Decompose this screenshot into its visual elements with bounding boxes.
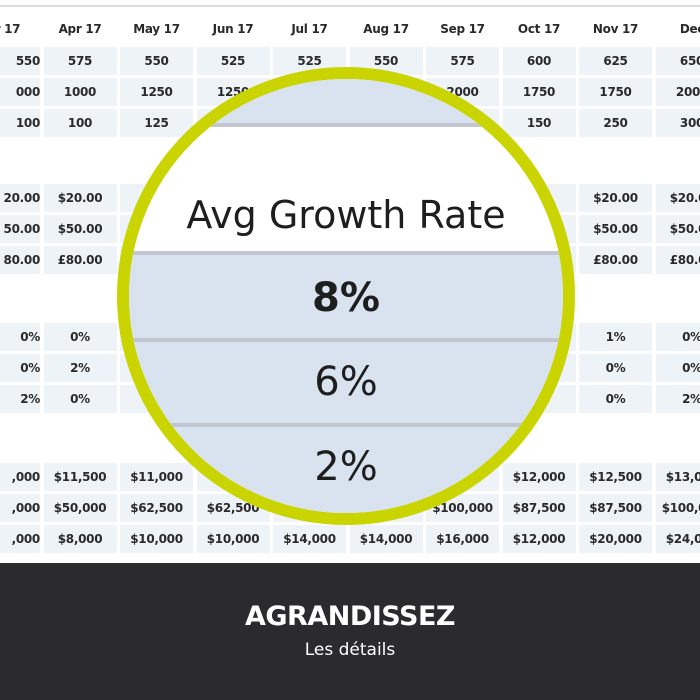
lens-value-band	[129, 255, 563, 513]
lens-value-1: 8%	[312, 275, 380, 321]
table-cell: £80.00	[579, 246, 652, 274]
table-cell: 300	[655, 109, 700, 137]
footer-headline: AGRANDISSEZ	[245, 601, 456, 632]
table-cell: 100	[0, 109, 40, 137]
lens-top-band	[129, 79, 563, 123]
table-cell: 2%	[0, 385, 40, 413]
table-cell: $24,000	[655, 525, 700, 553]
lens-divider	[129, 423, 563, 427]
table-cell: 0%	[43, 323, 117, 351]
table-cell: 2000	[655, 78, 700, 106]
magnifier-lens: Avg Growth Rate 8% 6% 2%	[117, 67, 575, 525]
table-cell: 2%	[43, 354, 117, 382]
table-cell: 250	[579, 109, 652, 137]
table-cell: $14,000	[273, 525, 346, 553]
table-cell: $14,000	[349, 525, 423, 553]
table-cell: £80.00	[655, 246, 700, 274]
table-cell: $87,500	[579, 494, 652, 522]
table-cell: 2%	[655, 385, 700, 413]
table-cell: 80.00	[0, 246, 40, 274]
table-cell: ,000	[0, 525, 40, 553]
table-cell: 0%	[579, 354, 652, 382]
table-cell: 100	[43, 109, 117, 137]
table-cell: 20.00	[0, 184, 40, 212]
table-cell: 0%	[655, 354, 700, 382]
column-header: Aug 17	[363, 22, 409, 36]
table-cell: 650	[655, 47, 700, 75]
table-cell: 1%	[579, 323, 652, 351]
column-header: Jul 17	[291, 22, 328, 36]
table-cell: $50.00	[579, 215, 652, 243]
table-cell: $10,000	[120, 525, 193, 553]
table-cell: 0%	[0, 354, 40, 382]
table-cell: 550	[120, 47, 193, 75]
table-cell: 1000	[43, 78, 117, 106]
lens-divider	[129, 338, 563, 342]
table-cell: $8,000	[43, 525, 117, 553]
table-cell: $10,000	[196, 525, 270, 553]
table-cell: $12,000	[502, 525, 576, 553]
lens-divider	[129, 123, 563, 127]
table-cell: 0%	[579, 385, 652, 413]
table-top-border	[0, 5, 700, 7]
table-cell: $13,000	[655, 463, 700, 491]
footer-subline: Les détails	[304, 640, 396, 660]
table-cell: ,000	[0, 494, 40, 522]
table-cell: $11,500	[43, 463, 117, 491]
column-header: Jun 17	[212, 22, 254, 36]
table-cell: 550	[0, 47, 40, 75]
column-header: Oct 17	[517, 22, 561, 36]
table-cell: $50,000	[43, 494, 117, 522]
table-cell: $16,000	[426, 525, 499, 553]
table-cell: 50.00	[0, 215, 40, 243]
footer-banner: AGRANDISSEZ Les détails	[0, 563, 700, 700]
table-cell: 000	[0, 78, 40, 106]
table-cell: £80.00	[43, 246, 117, 274]
table-cell: 0%	[43, 385, 117, 413]
table-cell: $20,000	[579, 525, 652, 553]
table-cell: $20.00	[655, 184, 700, 212]
table-cell: 1750	[579, 78, 652, 106]
table-cell: $100,000	[655, 494, 700, 522]
lens-value-2: 6%	[314, 359, 378, 405]
column-header: Apr 17	[58, 22, 102, 36]
lens-title: Avg Growth Rate	[186, 193, 506, 237]
column-header: Sep 17	[440, 22, 485, 36]
lens-divider	[129, 251, 563, 255]
table-cell: 0%	[655, 323, 700, 351]
table-cell: 575	[426, 47, 499, 75]
column-header: May 17	[133, 22, 180, 36]
table-cell: 0%	[0, 323, 40, 351]
table-cell: ,000	[0, 463, 40, 491]
column-header: Dec	[679, 22, 700, 36]
lens-value-3: 2%	[314, 444, 378, 490]
table-cell: $20.00	[579, 184, 652, 212]
table-cell: $50.00	[655, 215, 700, 243]
table-cell: 625	[579, 47, 652, 75]
table-cell: $12,500	[579, 463, 652, 491]
table-cell: $20.00	[43, 184, 117, 212]
table-cell: 525	[196, 47, 270, 75]
table-cell: 600	[502, 47, 576, 75]
column-header: ar 17	[0, 22, 21, 36]
column-header: Nov 17	[592, 22, 639, 36]
table-cell: 575	[43, 47, 117, 75]
table-cell: $50.00	[43, 215, 117, 243]
